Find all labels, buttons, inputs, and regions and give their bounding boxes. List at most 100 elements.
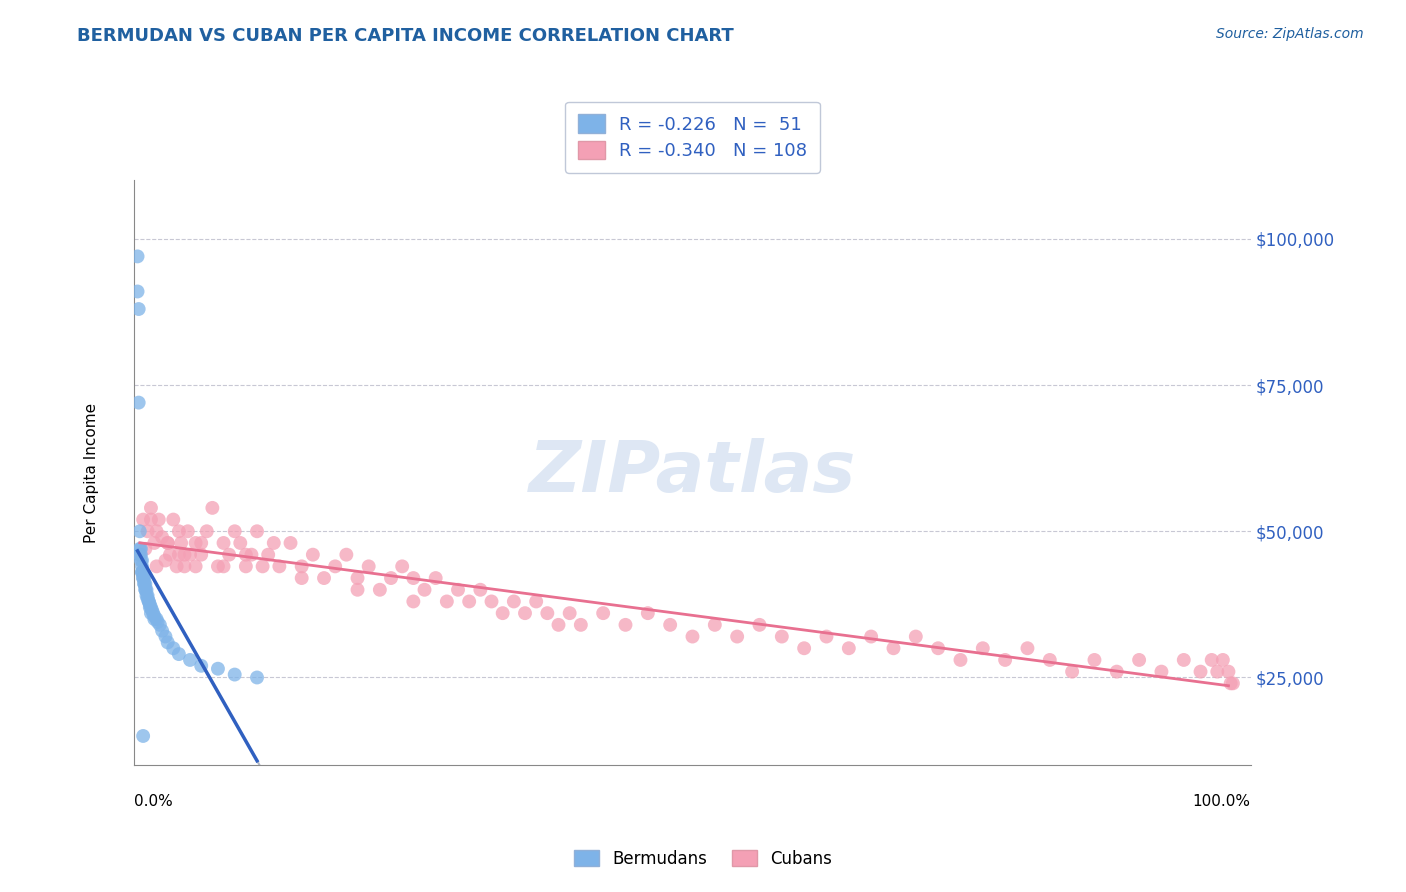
Point [190, 658, 212, 673]
Text: Per Capita Income: Per Capita Income [84, 402, 100, 543]
Point [614, 618, 637, 632]
Point [139, 598, 162, 612]
Point [703, 618, 725, 632]
Point [291, 571, 314, 585]
Point [882, 641, 904, 656]
Point [1128, 653, 1150, 667]
Point [1062, 665, 1084, 679]
Point [659, 618, 682, 632]
Point [425, 571, 447, 585]
Point [994, 653, 1017, 667]
Point [170, 536, 193, 550]
Point [637, 606, 659, 620]
Point [156, 536, 179, 550]
Point [134, 577, 156, 591]
Point [246, 671, 269, 685]
Point [1218, 665, 1240, 679]
Point [212, 559, 235, 574]
Point [128, 548, 150, 562]
Point [129, 548, 152, 562]
Point [159, 548, 181, 562]
Point [167, 647, 190, 661]
Point [235, 559, 257, 574]
Point [145, 524, 167, 539]
Point [132, 512, 155, 526]
Text: 0.0%: 0.0% [134, 795, 173, 809]
Point [139, 512, 162, 526]
Point [136, 589, 159, 603]
Point [173, 559, 195, 574]
Point [323, 559, 346, 574]
Point [139, 600, 162, 615]
Point [184, 559, 207, 574]
Point [547, 618, 569, 632]
Text: Source: ZipAtlas.com: Source: ZipAtlas.com [1216, 27, 1364, 41]
Point [134, 577, 156, 591]
Point [312, 571, 335, 585]
Point [132, 565, 155, 579]
Point [263, 536, 285, 550]
Point [402, 571, 425, 585]
Point [436, 594, 458, 608]
Point [524, 594, 547, 608]
Point [179, 653, 201, 667]
Point [1105, 665, 1128, 679]
Point [592, 606, 614, 620]
Point [402, 594, 425, 608]
Point [156, 536, 179, 550]
Point [346, 571, 368, 585]
Point [513, 606, 536, 620]
Point [218, 548, 240, 562]
Point [162, 641, 184, 656]
Point [190, 548, 212, 562]
Point [134, 541, 156, 556]
Point [132, 571, 155, 585]
Point [1189, 665, 1212, 679]
Point [1212, 653, 1234, 667]
Point [391, 559, 413, 574]
Point [139, 600, 162, 615]
Point [134, 571, 156, 585]
Point [536, 606, 558, 620]
Legend: Bermudans, Cubans: Bermudans, Cubans [567, 844, 839, 875]
Point [129, 541, 152, 556]
Point [1206, 665, 1229, 679]
Point [128, 548, 150, 562]
Point [470, 582, 492, 597]
Legend: R = -0.226   N =  51, R = -0.340   N = 108: R = -0.226 N = 51, R = -0.340 N = 108 [565, 102, 820, 173]
Point [558, 606, 581, 620]
Point [132, 729, 155, 743]
Point [162, 512, 184, 526]
Point [1083, 653, 1105, 667]
Point [492, 606, 515, 620]
Point [335, 548, 357, 562]
Point [179, 548, 201, 562]
Point [131, 559, 153, 574]
Point [143, 609, 166, 624]
Point [1017, 641, 1039, 656]
Point [195, 524, 218, 539]
Point [136, 591, 159, 606]
Point [128, 301, 150, 316]
Point [569, 618, 592, 632]
Point [458, 594, 481, 608]
Point [346, 582, 368, 597]
Point [682, 630, 704, 644]
Point [212, 536, 235, 550]
Point [138, 594, 160, 608]
Point [145, 559, 167, 574]
Point [972, 641, 994, 656]
Point [190, 536, 212, 550]
Point [139, 500, 162, 515]
Point [131, 565, 153, 579]
Point [380, 571, 402, 585]
Point [481, 594, 503, 608]
Point [302, 548, 325, 562]
Point [129, 553, 152, 567]
Point [166, 559, 188, 574]
Point [1222, 676, 1244, 690]
Point [1150, 665, 1173, 679]
Point [145, 612, 167, 626]
Point [131, 565, 153, 579]
Point [904, 630, 927, 644]
